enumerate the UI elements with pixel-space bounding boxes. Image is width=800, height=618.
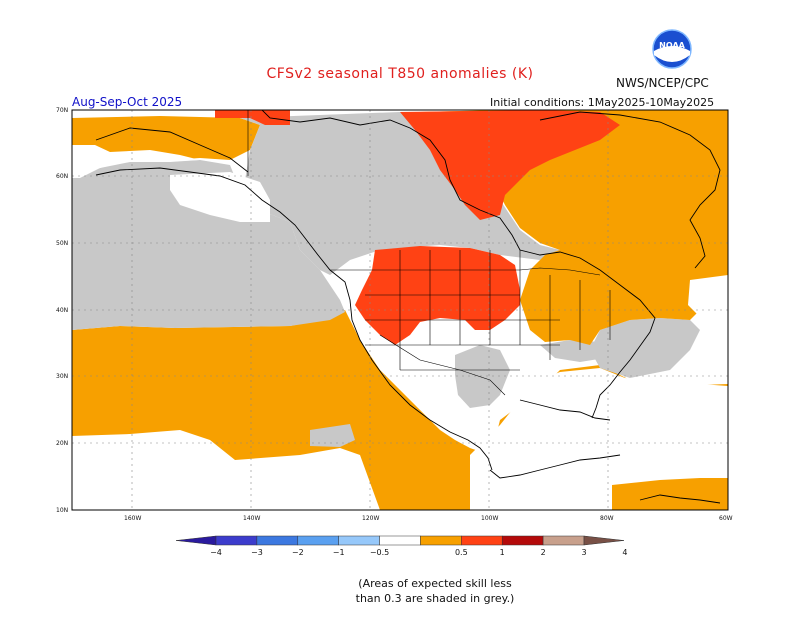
lon-label: 80W	[600, 515, 614, 522]
footnote-line-2: than 0.3 are shaded in grey.)	[355, 592, 515, 605]
lon-label: 140W	[243, 515, 260, 522]
lat-label: 30N	[56, 373, 68, 380]
grey-region-mexico	[310, 424, 355, 447]
colorbar-label: 2	[541, 548, 546, 557]
colorbar-segment	[215, 535, 258, 546]
white-region-bering	[170, 172, 270, 222]
colorbar-segment	[420, 535, 462, 546]
colorbar-segment	[583, 535, 625, 546]
colorbar-segment	[461, 535, 503, 546]
red-region-northeast-canada	[400, 110, 620, 220]
initial-conditions-label: Initial conditions: 1May2025-10May2025	[490, 96, 715, 109]
colorbar-label: 1	[500, 548, 505, 557]
map-title: CFSv2 seasonal T850 anomalies (K)	[266, 66, 534, 82]
red-region-north-strip	[215, 110, 290, 125]
lon-label: 120W	[362, 515, 379, 522]
colorbar-segment	[379, 535, 421, 546]
noaa-logo-icon: NOAA	[652, 29, 692, 69]
map-fill-layer	[72, 110, 728, 510]
longitude-labels: 160W 140W 120W 100W 80W 60W	[124, 515, 733, 522]
colorbar-label: −2	[292, 548, 304, 557]
colorbar-label: −0.5	[370, 548, 389, 557]
season-label: Aug-Sep-Oct 2025	[72, 95, 183, 109]
graticule	[72, 110, 728, 510]
orange-region-atlantic	[612, 478, 728, 510]
lat-label: 20N	[56, 440, 68, 447]
lon-label: 100W	[481, 515, 498, 522]
colorbar-label: 3	[581, 548, 586, 557]
white-region-nova-scotia	[688, 275, 728, 322]
colorbar-label: −3	[251, 548, 263, 557]
grey-region-gulf	[455, 345, 510, 408]
lat-label: 10N	[56, 507, 68, 514]
colorbar-segment	[175, 535, 217, 546]
lon-label: 60W	[719, 515, 733, 522]
colorbar-label: −4	[210, 548, 222, 557]
colorbar-label: −1	[333, 548, 345, 557]
latitude-labels: 70N 60N 50N 40N 30N 20N 10N	[56, 107, 68, 514]
colorbar: −4 −3 −2 −1 −0.5 0.5 1 2 3 4	[175, 535, 627, 557]
svg-text:NOAA: NOAA	[659, 41, 685, 50]
white-region-south	[72, 430, 380, 510]
colorbar-segment	[297, 535, 339, 546]
lat-label: 60N	[56, 173, 68, 180]
colorbar-segment	[338, 535, 380, 546]
lat-label: 50N	[56, 240, 68, 247]
grey-region-canada	[240, 112, 560, 275]
map-frame	[71, 109, 729, 511]
grey-region-atlantic	[590, 318, 700, 378]
grey-region-seus	[540, 340, 605, 362]
political-borders	[247, 110, 611, 396]
colorbar-label: 0.5	[455, 548, 468, 557]
footnote: (Areas of expected skill less than 0.3 a…	[0, 576, 800, 606]
colorbar-label: 4	[622, 548, 627, 557]
agency-label: NWS/NCEP/CPC	[616, 76, 709, 90]
footnote-line-1: (Areas of expected skill less	[358, 577, 512, 590]
colorbar-segment	[256, 535, 299, 546]
lat-label: 70N	[56, 107, 68, 114]
lat-label: 40N	[56, 307, 68, 314]
coastlines	[95, 110, 721, 504]
grey-region-north-pacific	[72, 160, 345, 330]
lon-label: 160W	[124, 515, 141, 522]
colorbar-segment	[542, 535, 585, 546]
colorbar-segment	[501, 535, 544, 546]
white-region-north	[72, 145, 200, 178]
